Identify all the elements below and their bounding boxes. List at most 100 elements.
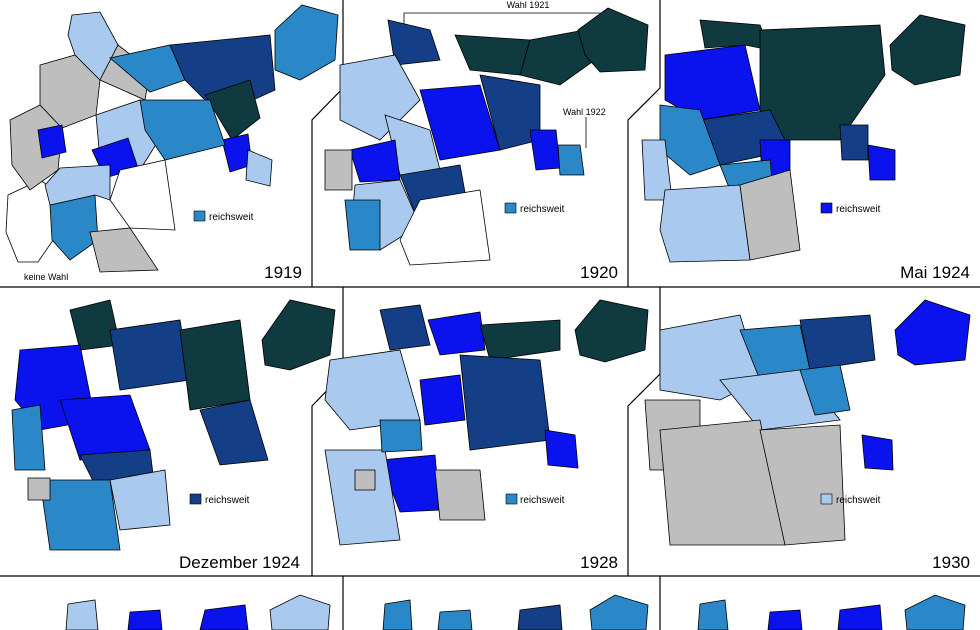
panel-1920: Wahl 1921 Wahl 1922 reichsweit 1920: [324, 0, 649, 282]
region-row3-l-mid: [904, 594, 966, 630]
region-east-prussia-verydark: [574, 299, 649, 363]
panel-1919: reichsweit keine Wahl 1919: [5, 4, 339, 282]
region-southwest-gray: [27, 477, 51, 501]
region-east-prussia-mid: [274, 4, 339, 81]
region-row3-a-light: [65, 599, 99, 630]
region-bavaria-gray: [89, 227, 159, 273]
region-west-light: [324, 349, 421, 431]
region-southwest-mid: [344, 199, 381, 251]
divider-col-2-row-1: [627, 0, 661, 287]
region-center-mid: [799, 364, 851, 416]
panel-1928: reichsweit 1928: [324, 299, 649, 572]
region-row3-k-bright: [837, 604, 883, 630]
row-3-partial-maps: [65, 594, 966, 630]
region-bavaria-gray: [434, 469, 486, 521]
divider-col-1-row-1: [311, 0, 344, 287]
panel-1930: reichsweit 1930: [644, 299, 971, 572]
map-germany-mai-1924: [641, 14, 966, 263]
legend-label-mai-1924: reichsweit: [836, 204, 881, 215]
region-east-dark: [199, 399, 269, 466]
annotation-wahl-1922: Wahl 1922: [563, 107, 606, 117]
region-southwest-light: [659, 184, 751, 263]
region-row3-h-mid: [589, 594, 649, 630]
panel-dezember-1924: reichsweit Dezember 1924: [11, 299, 336, 572]
legend-label-1919: reichsweit: [209, 212, 254, 223]
legend-swatch-1930: [820, 493, 833, 505]
year-label-1920: 1920: [580, 263, 618, 282]
legend-label-1928: reichsweit: [520, 495, 565, 506]
note-keine-wahl: keine Wahl: [24, 272, 68, 282]
region-row3-g-dark: [517, 604, 563, 630]
map-germany-1928: [324, 299, 649, 546]
region-east-verydark: [204, 79, 261, 141]
region-row3-i-mid: [697, 599, 729, 630]
year-label-1928: 1928: [580, 553, 618, 572]
year-label-1930: 1930: [932, 553, 970, 572]
region-silesia-dark: [839, 124, 869, 161]
region-central-mid: [139, 99, 226, 161]
region-east-dark: [459, 354, 551, 451]
map-germany-1930: [644, 299, 971, 546]
annotation-wahl-1921: Wahl 1921: [507, 0, 550, 10]
region-south-mid: [49, 194, 99, 261]
region-bavaria-gray: [759, 424, 846, 546]
region-west-mid: [11, 404, 46, 471]
region-southwest-mid: [39, 479, 121, 551]
region-south-light: [109, 469, 171, 531]
region-row3-c-bright: [199, 604, 249, 630]
region-west-gray: [324, 149, 353, 191]
region-silesia-bright: [529, 129, 561, 171]
map-germany-1919: [5, 4, 339, 273]
region-west-bright: [349, 139, 401, 183]
region-east-prussia-verydark: [577, 7, 649, 73]
region-northeast-verydark: [519, 29, 596, 86]
annotation-bracket-1921: [403, 12, 605, 27]
region-prussia-verydark: [759, 24, 886, 141]
panel-mai-1924: reichsweit Mai 1924: [641, 14, 970, 282]
region-center-mid: [379, 419, 423, 453]
region-bright-2: [37, 124, 67, 159]
region-center-bright: [59, 394, 151, 461]
year-label-dezember-1924: Dezember 1924: [179, 553, 300, 572]
region-row3-j-bright: [767, 609, 803, 630]
region-silesia-mid: [557, 144, 585, 176]
region-row3-d-light: [269, 594, 331, 630]
legend-swatch-mai-1924: [820, 202, 833, 214]
region-prussia-verydark: [179, 319, 251, 411]
legend-label-1930: reichsweit: [836, 495, 881, 506]
legend-label-dezember-1924: reichsweit: [205, 495, 250, 506]
region-bavaria-gray: [739, 169, 801, 261]
region-bavaria-white: [399, 189, 491, 266]
region-row3-b-bright: [127, 609, 163, 630]
map-germany-dezember-1924: [11, 299, 336, 551]
region-north-bright: [664, 44, 761, 121]
legend-swatch-dezember-1924: [189, 493, 202, 505]
region-north-verydark: [454, 34, 531, 76]
region-south-light: [324, 449, 401, 546]
region-north-dark: [109, 319, 191, 391]
region-silesia-east-bright: [867, 144, 896, 181]
region-southwest-gray: [354, 469, 376, 491]
region-silesia-bright: [544, 429, 579, 469]
region-prussia-dark: [799, 314, 876, 371]
region-row3-f-mid: [437, 609, 473, 630]
region-east-prussia-verydark: [261, 299, 336, 371]
legend-label-1920: reichsweit: [520, 204, 565, 215]
region-southcenter-light: [44, 164, 111, 206]
region-row3-e-mid: [382, 599, 413, 630]
region-north-dark: [387, 19, 441, 66]
legend-swatch-1920: [504, 202, 517, 214]
region-silesia-bright: [861, 434, 894, 471]
map-germany-1920: [324, 7, 649, 266]
region-north-verydark: [699, 19, 771, 51]
year-label-1919: 1919: [264, 263, 302, 282]
region-bavaria-white: [109, 159, 176, 231]
region-center-bright: [419, 374, 466, 426]
region-northeast-verydark: [479, 319, 561, 361]
region-east-prussia-verydark: [889, 14, 966, 86]
region-north-bright: [427, 311, 486, 356]
region-north-dark: [379, 304, 431, 351]
year-label-mai-1924: Mai 1924: [900, 263, 970, 282]
legend-swatch-1919: [193, 210, 206, 222]
